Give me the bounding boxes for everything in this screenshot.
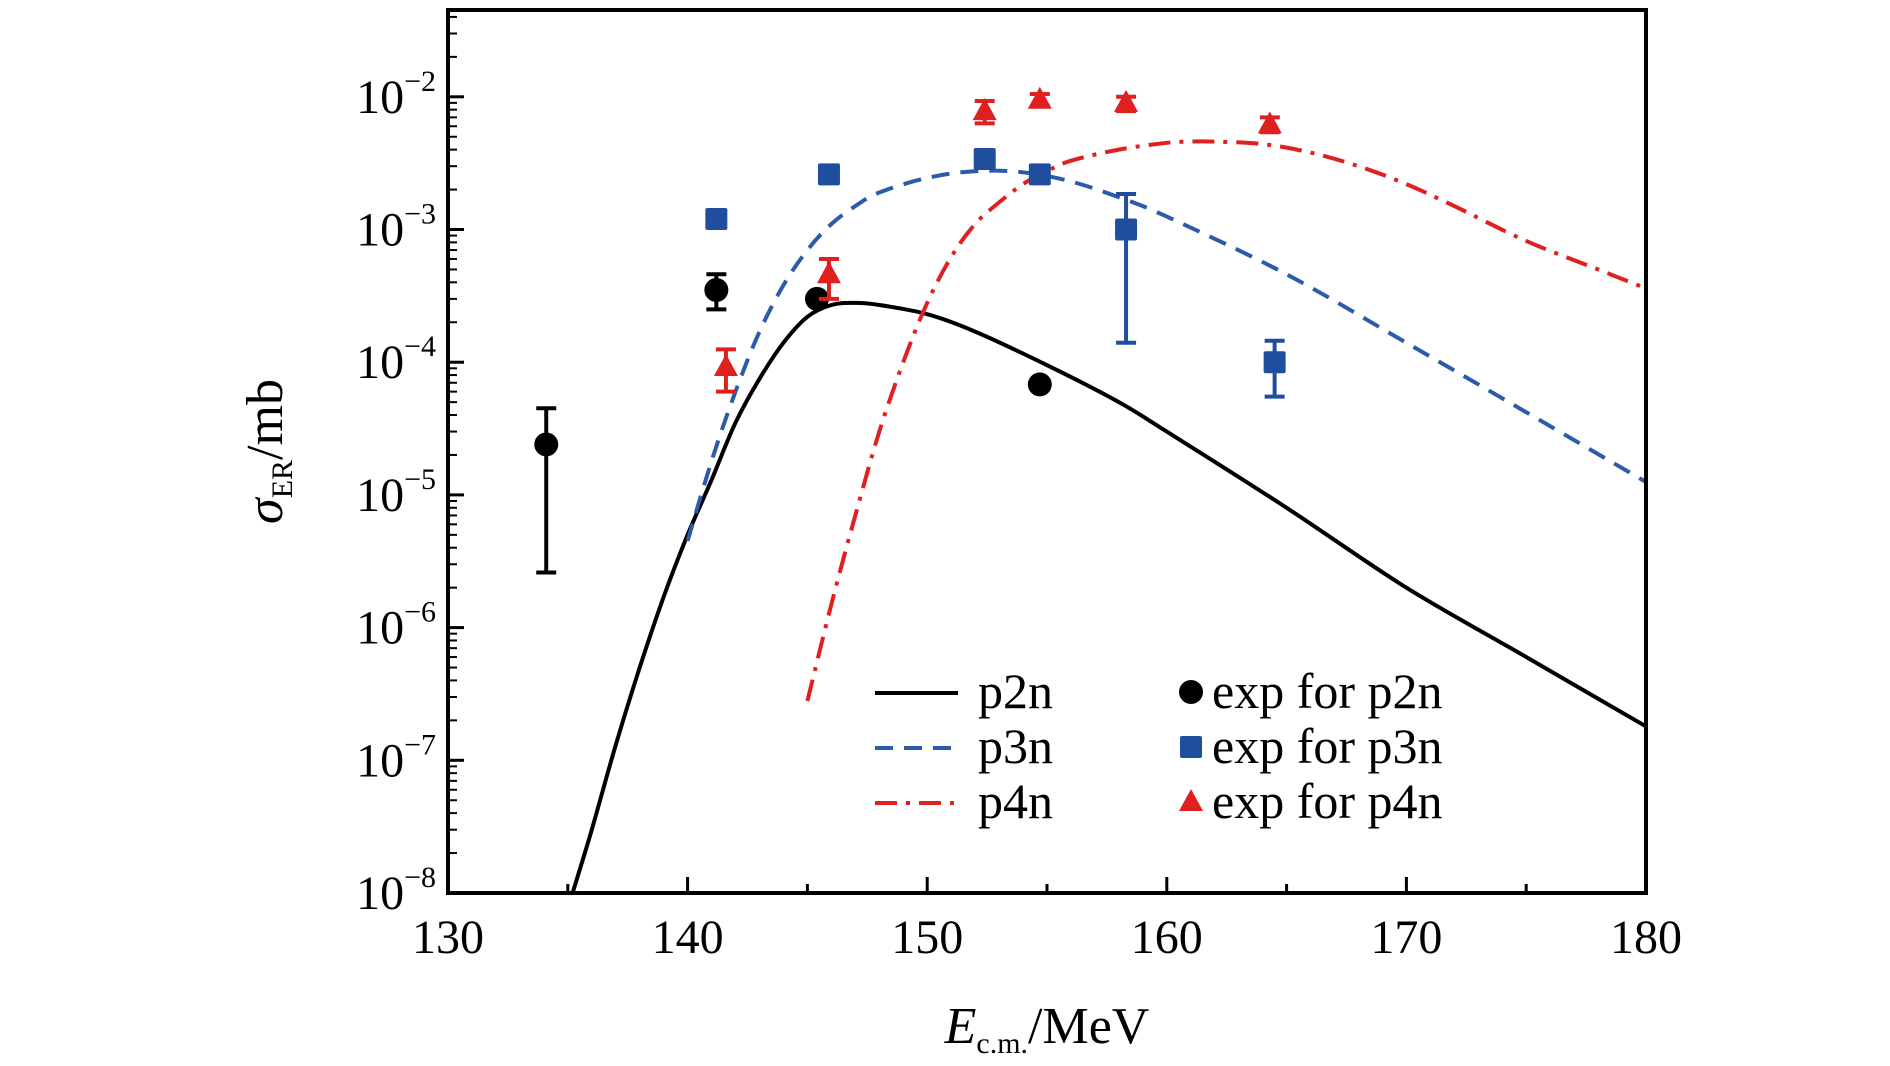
x-tick-label: 150 [891, 911, 963, 964]
y-tick-exponent: −3 [404, 198, 436, 231]
y-tick-base: 10 [356, 336, 404, 389]
series-line-p3n [685, 168, 1646, 542]
y-tick-label: 10−7 [356, 728, 436, 787]
y-tick-label: 10−4 [356, 330, 436, 389]
y-tick-base: 10 [356, 469, 404, 522]
legend: p2n p3n p4n exp for p2n exp for p3n exp … [875, 663, 1443, 829]
data-point-exp-for-p4n [1027, 86, 1052, 109]
x-axis-label-sub: c.m. [976, 1027, 1028, 1060]
data-point-exp-for-p3n [1263, 351, 1286, 374]
y-tick-base: 10 [356, 71, 404, 124]
y-tick-label: 10−3 [356, 198, 436, 257]
legend-label-p3n: p3n [978, 718, 1053, 774]
y-tick-label: 10−8 [356, 861, 436, 920]
data-point-exp-for-p3n [1028, 163, 1051, 186]
x-tick-label: 170 [1370, 911, 1442, 964]
legend-label-p4n: p4n [978, 773, 1053, 829]
legend-label-exp-p2n: exp for p2n [1212, 663, 1443, 719]
y-tick-label: 10−6 [356, 596, 436, 655]
x-axis-label-unit: /MeV [1028, 998, 1149, 1055]
data-point-exp-for-p2n [1027, 372, 1052, 397]
y-tick-exponent: −4 [404, 330, 436, 363]
plot-layer [534, 86, 1646, 893]
series-line-p4n [805, 139, 1646, 702]
series-line-p2n [570, 300, 1646, 893]
ticks-layer: 130 140 150 160 170 18010−810−710−610−510−410… [356, 15, 1682, 964]
y-axis-label-sub: ER [266, 460, 299, 498]
data-point-exp-for-p4n [816, 261, 841, 284]
data-point-exp-for-p3n [817, 163, 840, 186]
data-point-exp-for-p2n [704, 278, 729, 303]
x-axis-label-main: E [944, 998, 977, 1055]
x-tick-label: 130 [412, 911, 484, 964]
series-points-exp-for-p3n [705, 147, 1286, 399]
data-point-exp-for-p4n [713, 354, 738, 377]
data-point-exp-for-p3n [1115, 218, 1138, 241]
data-point-exp-for-p3n [705, 207, 728, 230]
y-tick-base: 10 [356, 204, 404, 257]
series-points-exp-for-p4n [713, 86, 1282, 394]
legend-marker-swatches [1179, 680, 1203, 811]
y-tick-exponent: −2 [404, 65, 436, 98]
x-axis-label: Ec.m./MeV [944, 998, 1150, 1060]
legend-swatch-exp-for-p4n [1179, 789, 1203, 811]
data-point-exp-for-p2n [804, 286, 829, 311]
x-tick-label: 180 [1610, 911, 1682, 964]
y-tick-base: 10 [356, 867, 404, 920]
y-axis-label-main: σ [237, 496, 294, 524]
legend-label-exp-p3n: exp for p3n [1212, 718, 1443, 774]
y-tick-base: 10 [356, 734, 404, 787]
y-axis-label: σER/mb [237, 379, 299, 524]
x-tick-label: 140 [652, 911, 724, 964]
y-tick-exponent: −6 [404, 596, 436, 629]
y-tick-label: 10−5 [356, 463, 436, 522]
legend-swatch-exp-for-p3n [1180, 736, 1202, 758]
data-point-exp-for-p4n [1114, 89, 1139, 112]
y-tick-exponent: −5 [404, 463, 436, 496]
x-tick-label: 160 [1131, 911, 1203, 964]
legend-label-exp-p4n: exp for p4n [1212, 773, 1443, 829]
y-axis-label-unit: /mb [237, 379, 294, 460]
data-point-exp-for-p4n [972, 98, 997, 121]
series-points-exp-for-p2n [534, 272, 1052, 575]
data-point-exp-for-p3n [973, 147, 996, 170]
legend-line-swatches [875, 691, 958, 805]
y-tick-base: 10 [356, 602, 404, 655]
data-point-exp-for-p2n [534, 432, 559, 457]
y-tick-label: 10−2 [356, 65, 436, 124]
legend-label-p2n: p2n [978, 663, 1053, 719]
y-tick-exponent: −8 [404, 861, 436, 894]
data-point-exp-for-p4n [1257, 111, 1282, 134]
y-tick-exponent: −7 [404, 728, 436, 761]
legend-swatch-exp-for-p2n [1179, 680, 1203, 704]
